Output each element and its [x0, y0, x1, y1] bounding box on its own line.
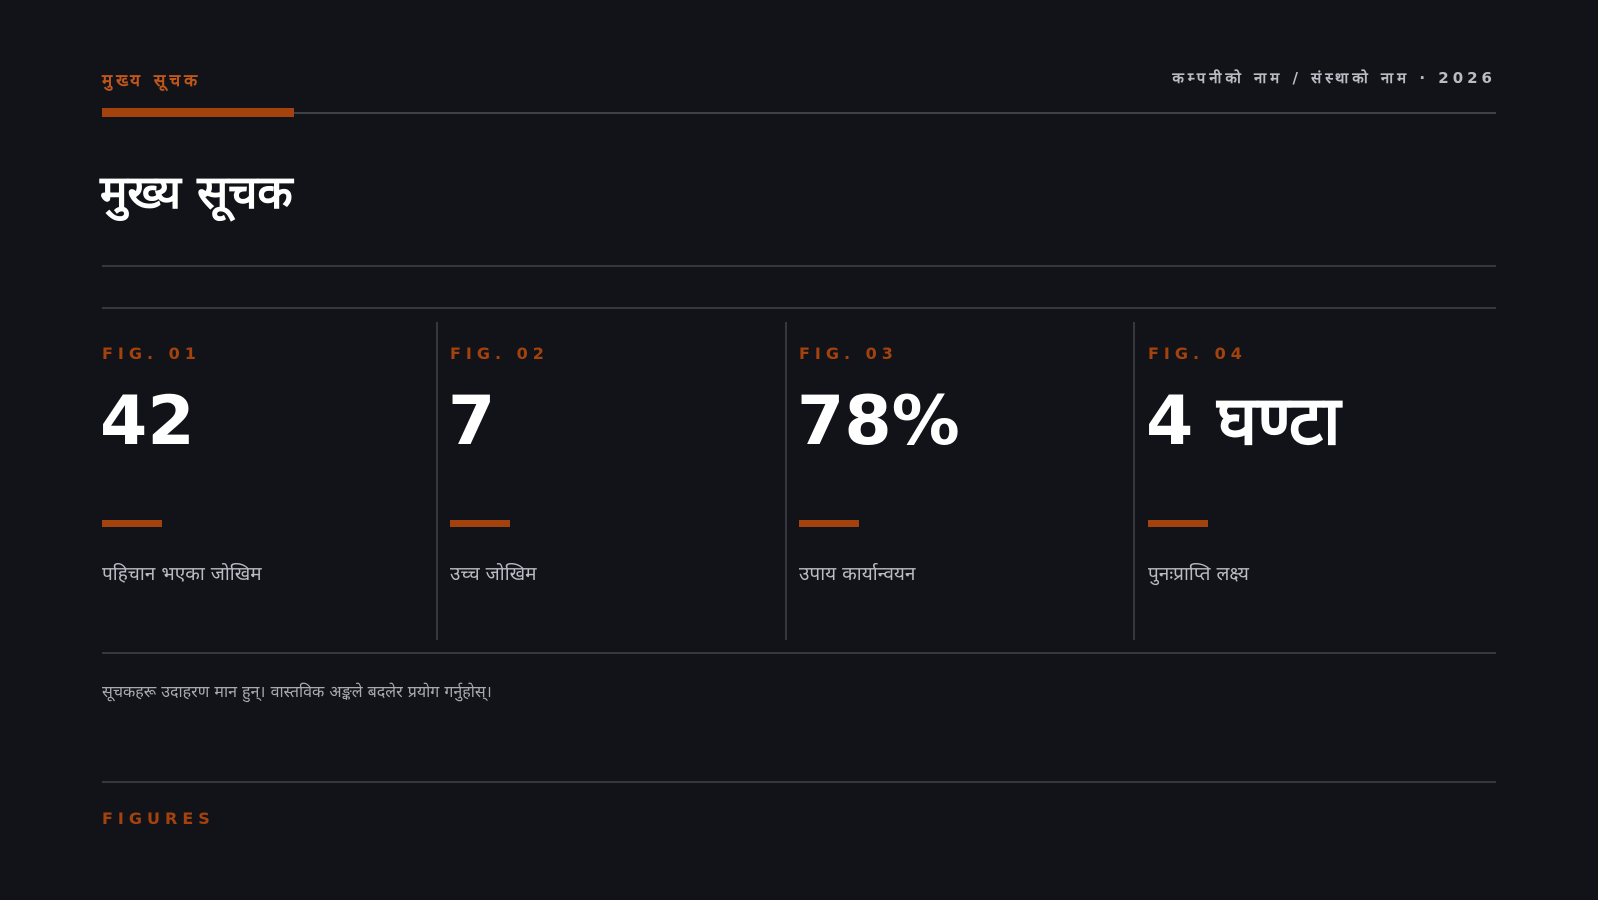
grid-top-divider — [102, 307, 1496, 309]
figure-label: FIG. 01 — [102, 344, 201, 363]
figure-label: FIG. 04 — [1148, 344, 1247, 363]
figure-caption: पुनःप्राप्ति लक्ष्य — [1148, 563, 1249, 585]
column-divider — [1133, 322, 1135, 640]
figure-caption: उपाय कार्यान्वयन — [799, 563, 916, 585]
company-meta: कम्पनीको नाम / संस्थाको नाम · 2026 — [1172, 69, 1496, 87]
figure-value: 42 — [100, 382, 195, 461]
figure-accent-bar — [450, 520, 510, 527]
figure-card: FIG. 03 78% उपाय कार्यान्वयन — [797, 322, 1147, 640]
figure-accent-bar — [799, 520, 859, 527]
figure-accent-bar — [102, 520, 162, 527]
footer-label: FIGURES — [102, 809, 215, 828]
footer-divider — [102, 781, 1496, 783]
column-divider — [785, 322, 787, 640]
header-rule-accent — [102, 108, 294, 117]
header-rule — [102, 112, 1496, 114]
figure-label: FIG. 03 — [799, 344, 898, 363]
footnote: सूचकहरू उदाहरण मान हुन्। वास्तविक अङ्कले… — [102, 682, 492, 701]
figure-value: 4 घण्टा — [1146, 382, 1341, 461]
figure-label: FIG. 02 — [450, 344, 549, 363]
figure-accent-bar — [1148, 520, 1208, 527]
figure-card: FIG. 01 42 पहिचान भएका जोखिम — [100, 322, 450, 640]
figures-grid: FIG. 01 42 पहिचान भएका जोखिम FIG. 02 7 उ… — [100, 322, 1496, 640]
figure-card: FIG. 04 4 घण्टा पुनःप्राप्ति लक्ष्य — [1146, 322, 1496, 640]
title-divider — [102, 265, 1496, 267]
figure-caption: पहिचान भएका जोखिम — [102, 563, 262, 585]
section-kicker: मुख्य सूचक — [102, 71, 202, 91]
figure-card: FIG. 02 7 उच्च जोखिम — [448, 322, 798, 640]
figure-value: 7 — [448, 382, 496, 461]
column-divider — [436, 322, 438, 640]
page-title: मुख्य सूचक — [100, 165, 293, 219]
figure-caption: उच्च जोखिम — [450, 563, 537, 585]
figure-value: 78% — [797, 382, 960, 461]
grid-bottom-divider — [102, 652, 1496, 654]
